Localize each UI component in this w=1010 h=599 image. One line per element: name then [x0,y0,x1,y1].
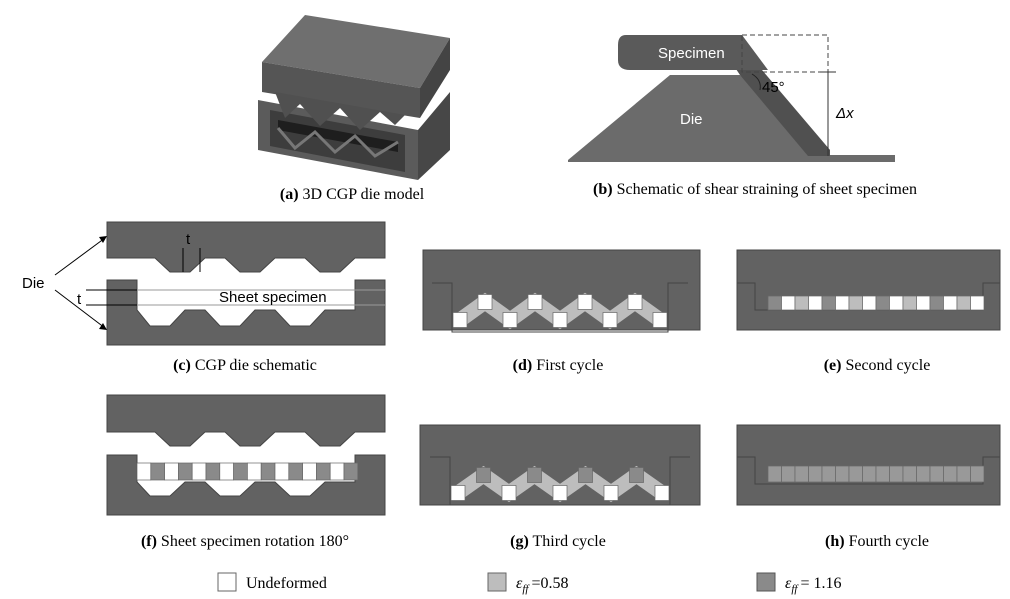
specimen-cell [178,463,192,480]
legend-label: Undeformed [246,575,327,592]
specimen-cell [930,466,944,482]
specimen-cell [603,313,617,328]
specimen-cell [809,296,823,310]
caption: (h) Fourth cycle [825,533,929,550]
figure: (a) 3D CGP die model Specimen Die 45° Δx… [0,0,1010,599]
caption: (b) Schematic of shear straining of shee… [593,181,917,198]
specimen-cell [863,466,877,482]
legend-label: εff= 1.16 [785,575,841,595]
specimen-cell [630,468,644,483]
specimen-cell [890,296,904,310]
specimen-cell [477,468,491,483]
legend-swatch [488,573,506,591]
label: Die [680,111,703,128]
caption: (e) Second cycle [824,357,931,374]
specimen-cell [344,463,358,480]
caption: (a) 3D CGP die model [280,186,425,203]
label: 45° [762,79,785,96]
specimen-cell [655,486,669,501]
caption: (f) Sheet specimen rotation 180° [141,533,349,550]
specimen-cell [876,466,890,482]
specimen-cell [653,313,667,328]
cgp-die [55,222,385,345]
specimen-cell [502,486,516,501]
specimen-cell [261,463,275,480]
specimen-cell [849,466,863,482]
caption: (g) Third cycle [510,533,606,550]
specimen-cell [247,463,261,480]
legend-swatch [757,573,775,591]
specimen-cell [876,296,890,310]
specimen-cell [782,296,796,310]
specimen-cell [553,486,567,501]
specimen-cell [528,468,542,483]
shear-schematic [568,35,895,162]
specimen-cell [917,296,931,310]
specimen-cell [930,296,944,310]
specimen-cell [528,295,542,310]
specimen-cell [836,466,850,482]
specimen-cell [903,466,917,482]
label: Sheet specimen [219,289,327,306]
specimen-cell [330,463,344,480]
specimen-cell [782,466,796,482]
specimen-cell [957,296,971,310]
specimen-cell [863,296,877,310]
caption: (c) CGP die schematic [173,357,317,374]
specimen-cell [971,296,985,310]
specimen-cell [836,296,850,310]
caption: (d) First cycle [513,357,604,374]
die-3d [258,15,450,180]
specimen-cell [809,466,823,482]
second-cycle [737,250,1000,330]
label: t [77,291,82,308]
specimen-cell [822,466,836,482]
specimen-cell [478,295,492,310]
specimen-cell [553,313,567,328]
specimen-cell [206,463,220,480]
specimen-cell [795,296,809,310]
specimen-cell [137,463,151,480]
specimen-cell [628,295,642,310]
specimen-cell [303,463,317,480]
specimen-cell [165,463,179,480]
specimen-cell [275,463,289,480]
specimen-cell [578,295,592,310]
specimen-cell [944,466,958,482]
third-cycle [420,425,700,505]
specimen-cell [849,296,863,310]
specimen-cell [795,466,809,482]
specimen-cell [890,466,904,482]
specimen-cell [220,463,234,480]
specimen-cell [234,463,248,480]
fourth-cycle [737,425,1000,505]
specimen-cell [289,463,303,480]
specimen-cell [903,296,917,310]
legend-label: εff=0.58 [516,575,568,595]
rotated-die [107,395,385,515]
label: Specimen [658,45,725,62]
specimen-cell [503,313,517,328]
specimen-cell [768,466,782,482]
specimen-cell [768,296,782,310]
specimen-cell [151,463,165,480]
specimen-cell [604,486,618,501]
specimen-cell [451,486,465,501]
specimen-cell [316,463,330,480]
specimen-cell [944,296,958,310]
specimen-cell [453,313,467,328]
specimen-cell [971,466,985,482]
specimen-cell [917,466,931,482]
specimen-cell [579,468,593,483]
specimen-cell [192,463,206,480]
legend-swatch [218,573,236,591]
specimen-cell [822,296,836,310]
first-cycle [423,250,700,332]
specimen-cell [957,466,971,482]
label: Δx [835,105,854,122]
label: Die [22,275,45,292]
